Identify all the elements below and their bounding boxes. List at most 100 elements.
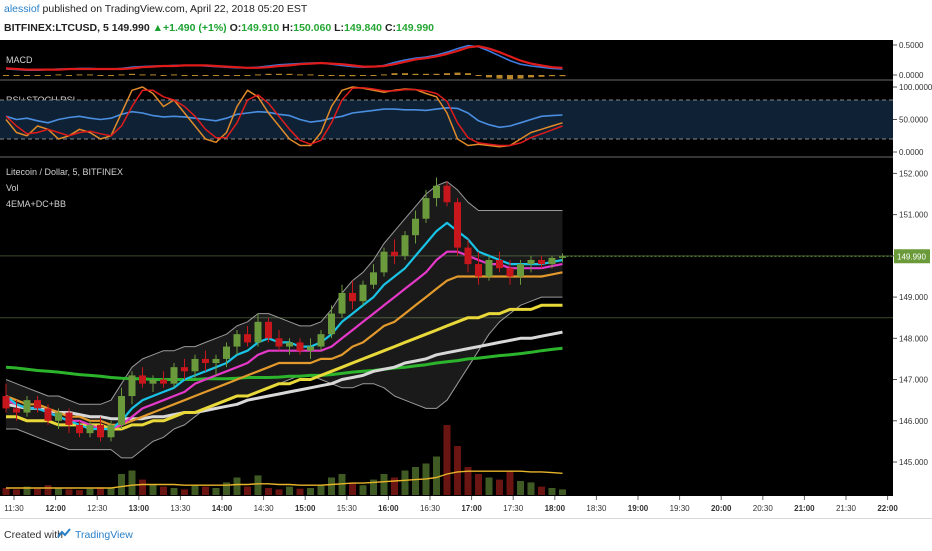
publish-info: alessiof published on TradingView.com, A… xyxy=(4,3,307,15)
macd-histogram-bar xyxy=(402,73,408,75)
candle-body xyxy=(76,424,83,434)
price-scale-background xyxy=(893,40,932,518)
volume-bar xyxy=(412,467,419,495)
rsi-y-tick-label: 0.0000 xyxy=(899,148,924,157)
sma-white-line xyxy=(5,330,563,421)
candle-body xyxy=(118,396,125,425)
volume-bar xyxy=(254,475,262,495)
price-y-tick-label: 145.000 xyxy=(899,458,928,467)
candle-body xyxy=(391,251,398,256)
symbol-label: BITFINEX:LTCUSD, 5 xyxy=(4,22,109,34)
volume-bar xyxy=(527,482,535,495)
volume-bar xyxy=(296,488,304,495)
time-tick-label: 21:00 xyxy=(794,504,815,513)
macd-histogram-bar xyxy=(391,73,398,75)
macd-histogram-bar xyxy=(192,75,198,76)
macd-y-tick-label: 0.5000 xyxy=(899,41,924,50)
volume-bar xyxy=(359,485,367,495)
candle-body xyxy=(401,235,409,256)
candle-body xyxy=(359,284,367,302)
macd-histogram-bar xyxy=(160,75,167,76)
macd-histogram-bar xyxy=(223,75,230,76)
tradingview-brand-link[interactable]: TradingView xyxy=(75,529,133,541)
candle-body xyxy=(97,424,104,438)
volume-bar xyxy=(559,489,566,495)
candle-body xyxy=(485,259,493,277)
ema-yellow-line xyxy=(6,303,563,431)
volume-bar xyxy=(496,479,503,495)
macd-histogram-bar xyxy=(549,75,555,77)
ema-orange-line xyxy=(5,271,563,426)
volume-bar xyxy=(517,481,524,495)
candle-body xyxy=(328,313,335,335)
macd-y-tick-label: 0.0000 xyxy=(899,71,924,80)
volume-bar xyxy=(191,485,199,495)
volume-bar xyxy=(202,486,209,495)
volume-bar xyxy=(538,486,545,495)
macd-histogram-bar xyxy=(34,75,41,76)
time-tick-label: 12:30 xyxy=(87,504,108,513)
time-tick-label: 14:00 xyxy=(212,504,233,513)
open-label: O: xyxy=(229,22,242,34)
candle-body xyxy=(13,408,20,413)
macd-histogram-bar xyxy=(24,75,30,76)
macd-histogram-bar xyxy=(87,74,93,76)
macd-histogram-bar xyxy=(339,75,345,77)
candle-body xyxy=(44,408,52,421)
volume-bar xyxy=(86,488,94,495)
candle-body xyxy=(23,400,31,413)
price-y-tick-label: 151.000 xyxy=(899,211,928,220)
macd-histogram-bar xyxy=(538,75,545,77)
high-label: H: xyxy=(282,22,294,34)
volume-bar xyxy=(107,488,115,495)
time-tick-label: 11:30 xyxy=(4,504,24,513)
macd-histogram-bar xyxy=(496,75,503,79)
volume-bar xyxy=(433,456,440,495)
candle-body xyxy=(559,256,566,258)
rsi-y-tick-label: 50.0000 xyxy=(899,116,928,125)
footer: Created with TradingView xyxy=(0,518,932,551)
candle-body xyxy=(496,259,503,269)
author-link[interactable]: alessiof xyxy=(4,3,40,15)
macd-histogram-bar xyxy=(318,75,324,76)
candle-body xyxy=(412,218,419,236)
volume-bar xyxy=(317,484,325,495)
macd-histogram-bar xyxy=(297,74,303,76)
macd-histogram-bar xyxy=(444,73,450,75)
candle-body xyxy=(443,185,451,203)
change-up-icon: ▲ xyxy=(152,22,164,34)
candle-body xyxy=(307,346,314,351)
candle-body xyxy=(107,424,115,438)
candle-body xyxy=(548,257,556,265)
volume-bar xyxy=(506,470,514,495)
volume-bar xyxy=(223,482,230,495)
time-tick-label: 12:00 xyxy=(45,504,66,513)
time-tick-label: 14:30 xyxy=(254,504,275,513)
macd-histogram-bar xyxy=(465,73,471,75)
time-tick-label: 16:00 xyxy=(378,504,399,513)
macd-histogram-bar xyxy=(286,73,293,75)
macd-histogram-bar xyxy=(412,73,419,75)
candle-body xyxy=(223,346,230,359)
macd-histogram-bar xyxy=(265,73,272,75)
candle-body xyxy=(380,251,388,273)
macd-histogram-bar xyxy=(45,75,51,76)
candle-body xyxy=(286,342,293,347)
macd-histogram-bar xyxy=(517,75,524,79)
volume-bar xyxy=(149,484,157,495)
time-tick-label: 19:30 xyxy=(670,504,691,513)
time-tick-label: 18:00 xyxy=(545,504,566,513)
candle-body xyxy=(86,424,94,434)
volume-bar xyxy=(139,479,146,495)
macd-histogram-bar xyxy=(139,74,146,76)
macd-signal-line xyxy=(5,45,563,71)
time-scale-background xyxy=(0,496,893,518)
created-with-text: Created with xyxy=(4,529,63,541)
volume-bar xyxy=(265,488,272,495)
macd-histogram-bar xyxy=(13,75,20,76)
rsi-line xyxy=(5,107,563,129)
last-price-label: 149.990 xyxy=(897,252,926,261)
macd-histogram-bar xyxy=(171,74,177,76)
candle-body xyxy=(128,375,136,397)
